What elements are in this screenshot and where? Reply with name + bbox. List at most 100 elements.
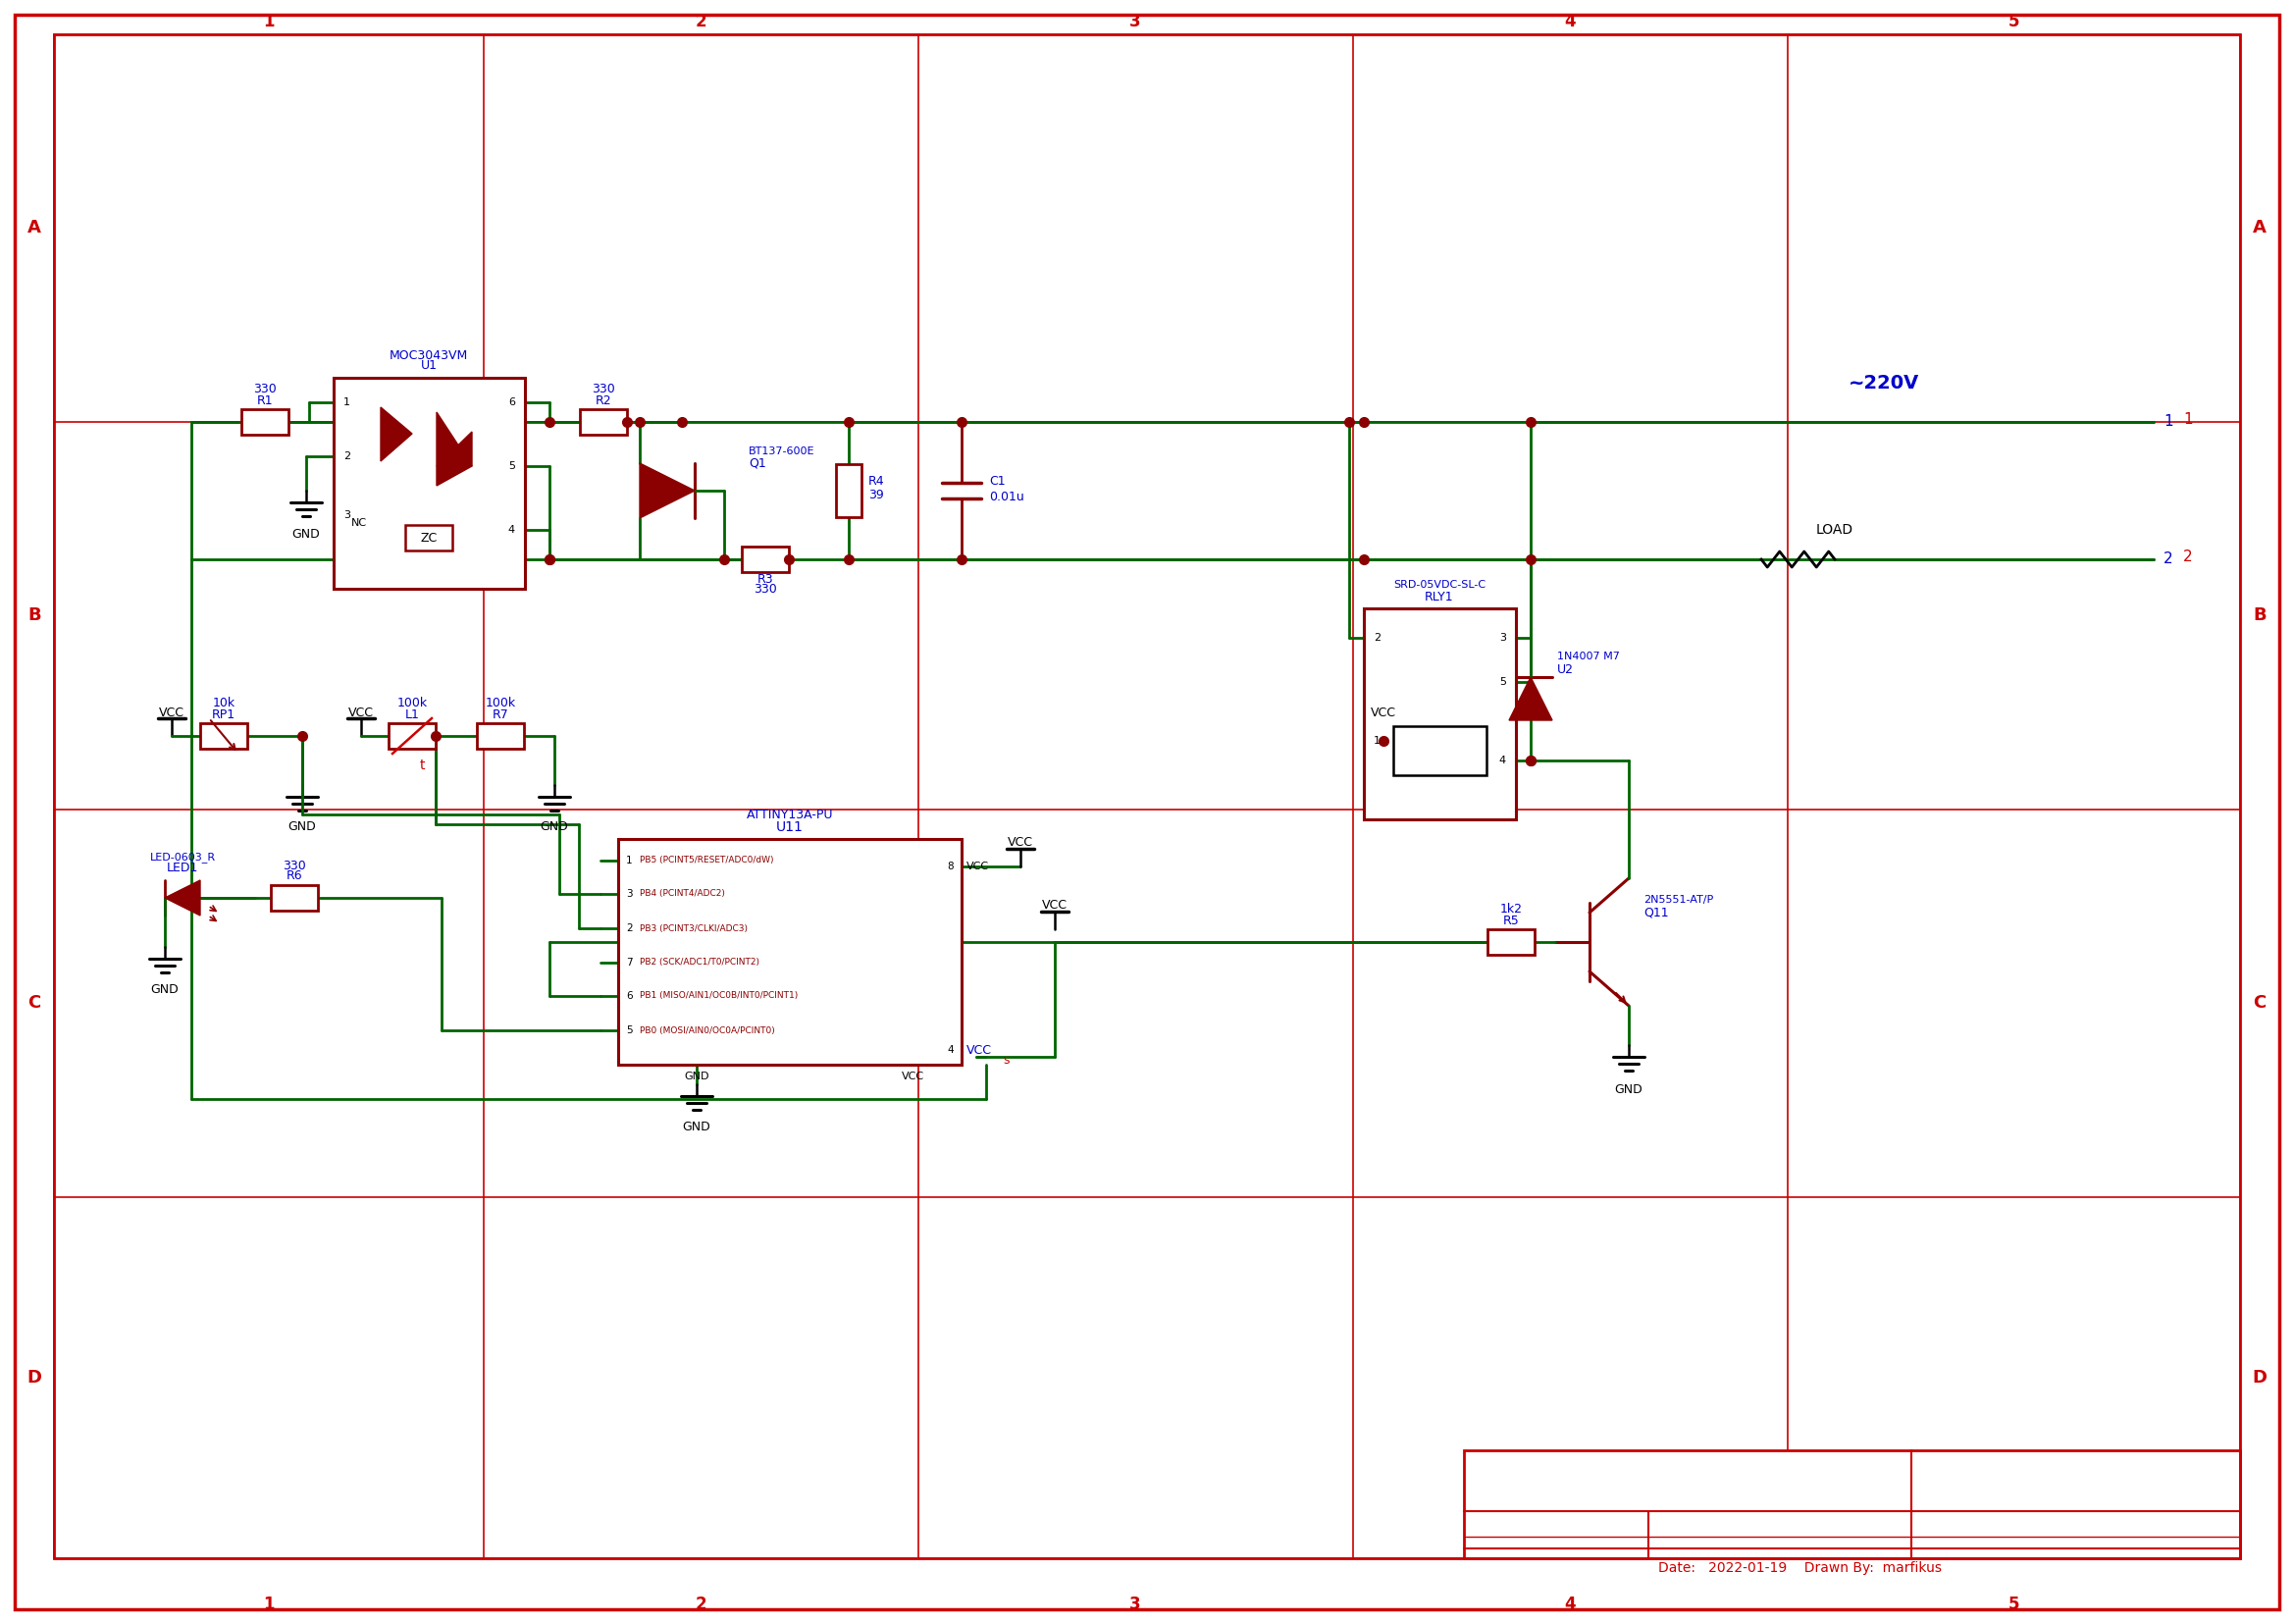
Text: 2N5551-AT/P: 2N5551-AT/P	[1643, 895, 1714, 905]
Bar	[388, 723, 436, 749]
Text: 2: 2	[695, 13, 707, 31]
Text: Date:   2022-01-19    Drawn By:  marfikus: Date: 2022-01-19 Drawn By: marfikus	[1659, 1561, 1941, 1575]
Text: 6: 6	[509, 398, 516, 408]
Text: 3: 3	[344, 510, 351, 520]
Text: 2: 2	[2184, 551, 2193, 565]
Bar	[1464, 1450, 2239, 1559]
Bar	[1365, 609, 1516, 820]
Bar	[580, 409, 626, 435]
Text: 1: 1	[264, 1595, 275, 1613]
Bar	[200, 723, 248, 749]
Text: PB1 (MISO/AIN1/OC0B/INT0/PCINT1): PB1 (MISO/AIN1/OC0B/INT0/PCINT1)	[640, 992, 798, 1000]
Text: 3: 3	[1500, 633, 1507, 643]
Text: GND: GND	[291, 528, 321, 541]
Text: VCC: VCC	[1041, 900, 1067, 913]
Text: 5: 5	[2007, 1595, 2019, 1613]
Text: 1: 1	[2184, 412, 2193, 427]
Text: C: C	[2253, 994, 2266, 1012]
Text: R2: R2	[594, 395, 612, 406]
Text: GND: GND	[541, 820, 569, 833]
Bar	[741, 547, 789, 572]
Text: 2: 2	[695, 1595, 707, 1613]
Text: 2: 2	[2163, 552, 2172, 567]
Text: 4: 4	[1498, 755, 1507, 765]
Text: 2: 2	[344, 451, 351, 461]
Bar	[1487, 929, 1535, 955]
Text: 10k: 10k	[213, 697, 234, 710]
Text: LED-0603_R: LED-0603_R	[149, 853, 216, 862]
Text: A: A	[2253, 219, 2266, 237]
Text: 5: 5	[509, 461, 516, 471]
Bar	[1392, 726, 1487, 775]
Text: 8: 8	[947, 862, 954, 872]
Text: 7: 7	[626, 958, 633, 968]
Text: RP1: RP1	[211, 708, 236, 721]
Text: U1: U1	[420, 359, 438, 372]
Text: L1: L1	[404, 708, 420, 721]
Text: PB4 (PCINT4/ADC2): PB4 (PCINT4/ADC2)	[640, 890, 725, 898]
Text: R7: R7	[493, 708, 509, 721]
Text: SRD-05VDC-SL-C: SRD-05VDC-SL-C	[1392, 580, 1487, 590]
Text: 3: 3	[1129, 1595, 1140, 1613]
Text: 3: 3	[626, 888, 633, 898]
Text: 1: 1	[264, 13, 275, 31]
Text: VCC: VCC	[158, 706, 184, 719]
Text: 4: 4	[947, 1046, 954, 1056]
Text: GND: GND	[684, 1072, 709, 1082]
Polygon shape	[1509, 677, 1553, 721]
Text: PB3 (PCINT3/CLKI/ADC3): PB3 (PCINT3/CLKI/ADC3)	[640, 924, 748, 932]
Text: 330: 330	[755, 583, 778, 596]
Text: 5: 5	[1551, 1540, 1562, 1554]
Text: ☁EasyEDA: ☁EasyEDA	[1512, 1531, 1601, 1546]
Text: B: B	[2253, 606, 2266, 624]
Text: R3: R3	[757, 573, 773, 585]
Text: PB0 (MOSI/AIN0/OC0A/PCINT0): PB0 (MOSI/AIN0/OC0A/PCINT0)	[640, 1026, 775, 1034]
Polygon shape	[165, 880, 200, 916]
Text: GND: GND	[151, 983, 179, 996]
Text: 4: 4	[509, 525, 516, 534]
Bar	[617, 840, 961, 1065]
Text: 100k: 100k	[397, 697, 427, 710]
Text: Company:   Your Company: Company: Your Company	[1659, 1523, 1837, 1538]
Text: R1: R1	[257, 395, 273, 406]
Text: RLY1: RLY1	[1425, 590, 1454, 603]
Text: ~220V: ~220V	[1849, 374, 1920, 391]
Text: PB2 (SCK/ADC1/T0/PCINT2): PB2 (SCK/ADC1/T0/PCINT2)	[640, 958, 759, 966]
Text: U11: U11	[775, 820, 803, 835]
Text: MOC3043VM: MOC3043VM	[390, 349, 468, 362]
Text: 1N4007 M7: 1N4007 M7	[1558, 651, 1620, 661]
Text: 3: 3	[1129, 13, 1140, 31]
Bar	[333, 378, 525, 590]
Text: R5: R5	[1503, 914, 1519, 927]
Text: 2: 2	[626, 924, 633, 934]
Text: VCC: VCC	[902, 1072, 924, 1082]
Polygon shape	[640, 463, 695, 518]
Text: ZC: ZC	[420, 531, 438, 544]
Text: 6: 6	[626, 991, 633, 1000]
Text: 1: 1	[2163, 414, 2172, 429]
Text: 5: 5	[2007, 13, 2019, 31]
Text: 330: 330	[252, 383, 278, 396]
Polygon shape	[436, 432, 473, 466]
Text: A: A	[28, 219, 41, 237]
Text: BT137-600E: BT137-600E	[748, 447, 814, 456]
Text: 5: 5	[1500, 677, 1507, 687]
Text: Q11: Q11	[1643, 906, 1668, 919]
Text: GND: GND	[289, 820, 317, 833]
Text: C1: C1	[989, 474, 1005, 487]
Text: LOAD: LOAD	[1817, 523, 1854, 538]
Text: TITLE:: TITLE:	[1473, 1463, 1509, 1476]
Text: VCC: VCC	[1372, 706, 1397, 719]
Text: NC: NC	[351, 518, 367, 528]
Text: REV:  1.0: REV: 1.0	[1920, 1478, 1989, 1492]
Text: C: C	[28, 994, 41, 1012]
Text: ATTINY13A-PU: ATTINY13A-PU	[746, 809, 833, 822]
Text: R4: R4	[869, 474, 885, 487]
Text: s: s	[1002, 1054, 1009, 1065]
Text: LED1: LED1	[167, 862, 197, 875]
Text: D: D	[2253, 1369, 2266, 1387]
Text: 39: 39	[869, 489, 883, 502]
Text: 2: 2	[1374, 633, 1381, 643]
Text: 1: 1	[344, 398, 351, 408]
Text: 100k: 100k	[484, 697, 516, 710]
